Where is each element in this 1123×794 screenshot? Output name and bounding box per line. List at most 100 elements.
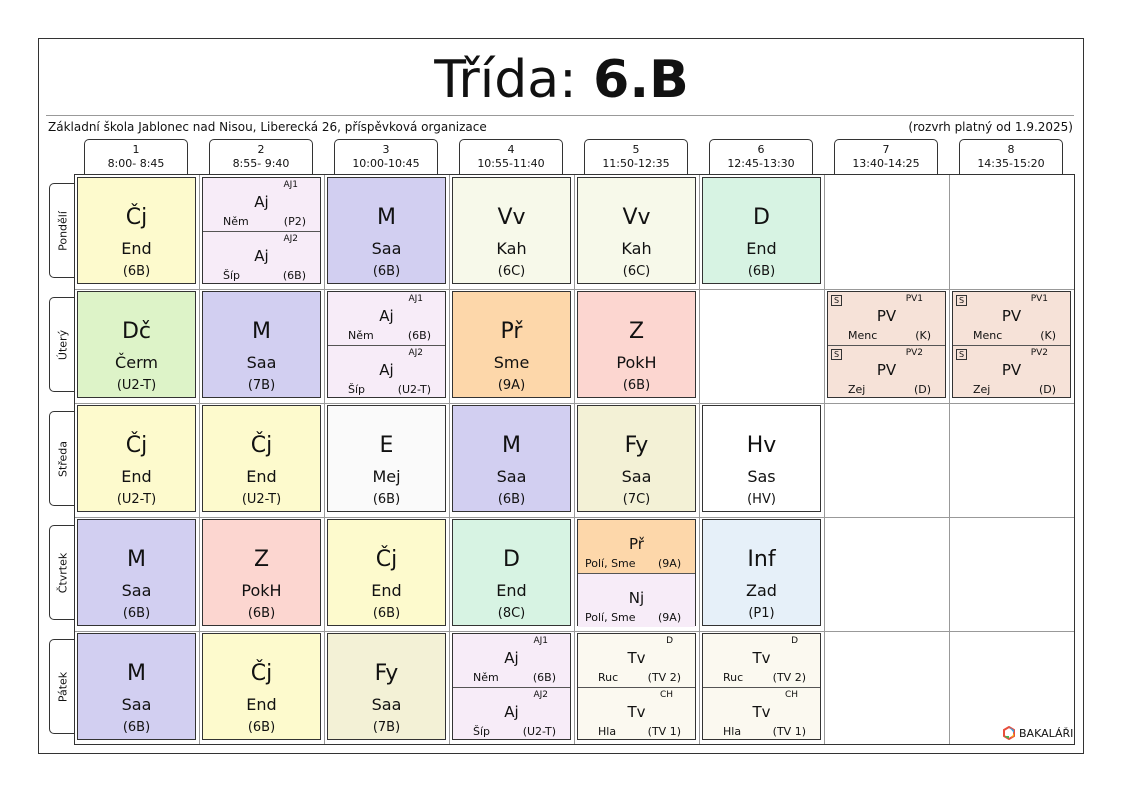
lesson-room: (6B) [247,606,276,621]
lesson-fri-1[interactable]: M Saa (6B) [77,633,196,740]
lesson-half-group-1[interactable]: S PV1 PV Menc (K) [953,292,1070,346]
group-label: AJ2 [408,348,423,358]
lesson-mon-1[interactable]: Čj End (6B) [77,177,196,284]
lesson-half-group-1[interactable]: S PV1 PV Menc (K) [828,292,945,346]
lesson-wed-6[interactable]: Hv Sas (HV) [702,405,821,512]
lesson-wed-2[interactable]: Čj End (U2-T) [202,405,321,512]
lesson-wed-4[interactable]: M Saa (6B) [452,405,571,512]
lesson-thu-5[interactable]: Př Polí, Sme (9A) Nj Polí, Sme (9A) [577,519,696,627]
lesson-half-group-2[interactable]: S PV2 PV Zej (D) [953,346,1070,399]
lesson-tue-4[interactable]: Př Sme (9A) [452,291,571,398]
lesson-room: (6B) [372,264,401,279]
lesson-subject: Aj [379,361,394,379]
lesson-thu-1[interactable]: M Saa (6B) [77,519,196,626]
lesson-tue-5[interactable]: Z PokH (6B) [577,291,696,398]
period-header-3: 3 10:00-10:45 [334,139,438,174]
lesson-thu-6[interactable]: Inf Zad (P1) [702,519,821,626]
lesson-room: (D) [913,383,931,396]
lesson-half-group-2[interactable]: S PV2 PV Zej (D) [828,346,945,399]
lesson-mon-5[interactable]: Vv Kah (6C) [577,177,696,284]
lesson-teacher: Kah [621,239,652,258]
lesson-half-group-1[interactable]: D Tv Ruc (TV 2) [578,634,695,688]
lesson-half-group-1[interactable]: AJ1 Aj Něm (P2) [203,178,320,232]
lesson-mon-2[interactable]: AJ1 Aj Něm (P2) AJ2 Aj Šíp (6B) [202,177,321,284]
lesson-wed-3[interactable]: E Mej (6B) [327,405,446,512]
lesson-teacher: End [246,467,277,486]
lesson-room: (TV 2) [647,671,681,684]
lesson-tue-7[interactable]: S PV1 PV Menc (K) S PV2 PV Zej (D) [827,291,946,398]
lesson-subject: D [503,547,520,572]
lesson-teacher: Ruc [723,671,744,684]
lesson-half-group-2[interactable]: AJ2 Aj Šíp (U2-T) [453,688,570,741]
day-label: Středa [56,440,69,477]
lesson-room: (7B) [372,720,401,735]
timetable-frame [38,38,1084,754]
lesson-fri-4[interactable]: AJ1 Aj Něm (6B) AJ2 Aj Šíp (U2-T) [452,633,571,740]
lesson-teacher: Šíp [473,725,491,738]
lesson-teacher: Mej [372,467,401,486]
period-number: 7 [882,143,890,156]
lesson-wed-1[interactable]: Čj End (U2-T) [77,405,196,512]
lesson-room: (6B) [247,720,276,735]
day-header-thursday: Čtvrtek [49,525,75,620]
period-number: 5 [632,143,640,156]
lesson-fri-6[interactable]: D Tv Ruc (TV 2) CH Tv Hla (TV 1) [702,633,821,740]
group-label: D [791,636,798,646]
period-header-1: 1 8:00- 8:45 [84,139,188,174]
lesson-half-group-1[interactable]: Př Polí, Sme (9A) [578,520,695,574]
brand-name: BAKALÁŘI [1019,726,1074,740]
lesson-teacher: Saa [621,467,652,486]
grid-line [75,517,1074,518]
grid-line [699,175,700,744]
lesson-thu-2[interactable]: Z PokH (6B) [202,519,321,626]
split-marker: S [956,295,967,306]
lesson-half-group-2[interactable]: CH Tv Hla (TV 1) [703,688,820,741]
lesson-half-group-1[interactable]: AJ1 Aj Něm (6B) [453,634,570,688]
day-label: Pondělí [56,210,69,251]
lesson-half-group-1[interactable]: D Tv Ruc (TV 2) [703,634,820,688]
period-time: 8:55- 9:40 [232,157,290,170]
lesson-thu-3[interactable]: Čj End (6B) [327,519,446,626]
lesson-mon-3[interactable]: M Saa (6B) [327,177,446,284]
lesson-teacher: Polí, Sme [585,557,636,570]
lesson-wed-5[interactable]: Fy Saa (7C) [577,405,696,512]
period-header-6: 6 12:45-13:30 [709,139,813,174]
lesson-tue-2[interactable]: M Saa (7B) [202,291,321,398]
lesson-half-group-2[interactable]: CH Tv Hla (TV 1) [578,688,695,741]
lesson-teacher: End [121,239,152,258]
period-header-4: 4 10:55-11:40 [459,139,563,174]
lesson-room: (U2-T) [116,492,157,507]
group-label: PV2 [1030,348,1048,358]
lesson-room: (8C) [497,606,526,621]
lesson-teacher: Menc [973,329,1003,342]
lesson-thu-4[interactable]: D End (8C) [452,519,571,626]
lesson-room: (K) [915,329,931,342]
lesson-mon-4[interactable]: Vv Kah (6C) [452,177,571,284]
lesson-half-group-1[interactable]: AJ1 Aj Něm (6B) [328,292,445,346]
lesson-subject: Čj [125,433,148,458]
lesson-room: (9A) [497,378,526,393]
lesson-fri-5[interactable]: D Tv Ruc (TV 2) CH Tv Hla (TV 1) [577,633,696,740]
title-prefix: Třída: [434,50,577,110]
lesson-teacher: Polí, Sme [585,611,636,624]
group-label: AJ1 [408,294,423,304]
period-number: 2 [257,143,265,156]
period-header-5: 5 11:50-12:35 [584,139,688,174]
split-marker: S [831,295,842,306]
lesson-fri-2[interactable]: Čj End (6B) [202,633,321,740]
title-divider [46,115,1074,116]
lesson-tue-3[interactable]: AJ1 Aj Něm (6B) AJ2 Aj Šíp (U2-T) [327,291,446,398]
lesson-half-group-2[interactable]: AJ2 Aj Šíp (U2-T) [328,346,445,399]
lesson-mon-6[interactable]: D End (6B) [702,177,821,284]
lesson-half-group-2[interactable]: Nj Polí, Sme (9A) [578,574,695,627]
lesson-tue-8[interactable]: S PV1 PV Menc (K) S PV2 PV Zej (D) [952,291,1071,398]
lesson-teacher: Saa [496,467,527,486]
lesson-teacher: Šíp [348,383,366,396]
lesson-subject: Dč [121,319,152,344]
lesson-fri-3[interactable]: Fy Saa (7B) [327,633,446,740]
day-header-tuesday: Úterý [49,297,75,392]
grid-line [824,175,825,744]
period-time: 12:45-13:30 [727,157,795,170]
lesson-tue-1[interactable]: Dč Čerm (U2-T) [77,291,196,398]
lesson-half-group-2[interactable]: AJ2 Aj Šíp (6B) [203,232,320,285]
